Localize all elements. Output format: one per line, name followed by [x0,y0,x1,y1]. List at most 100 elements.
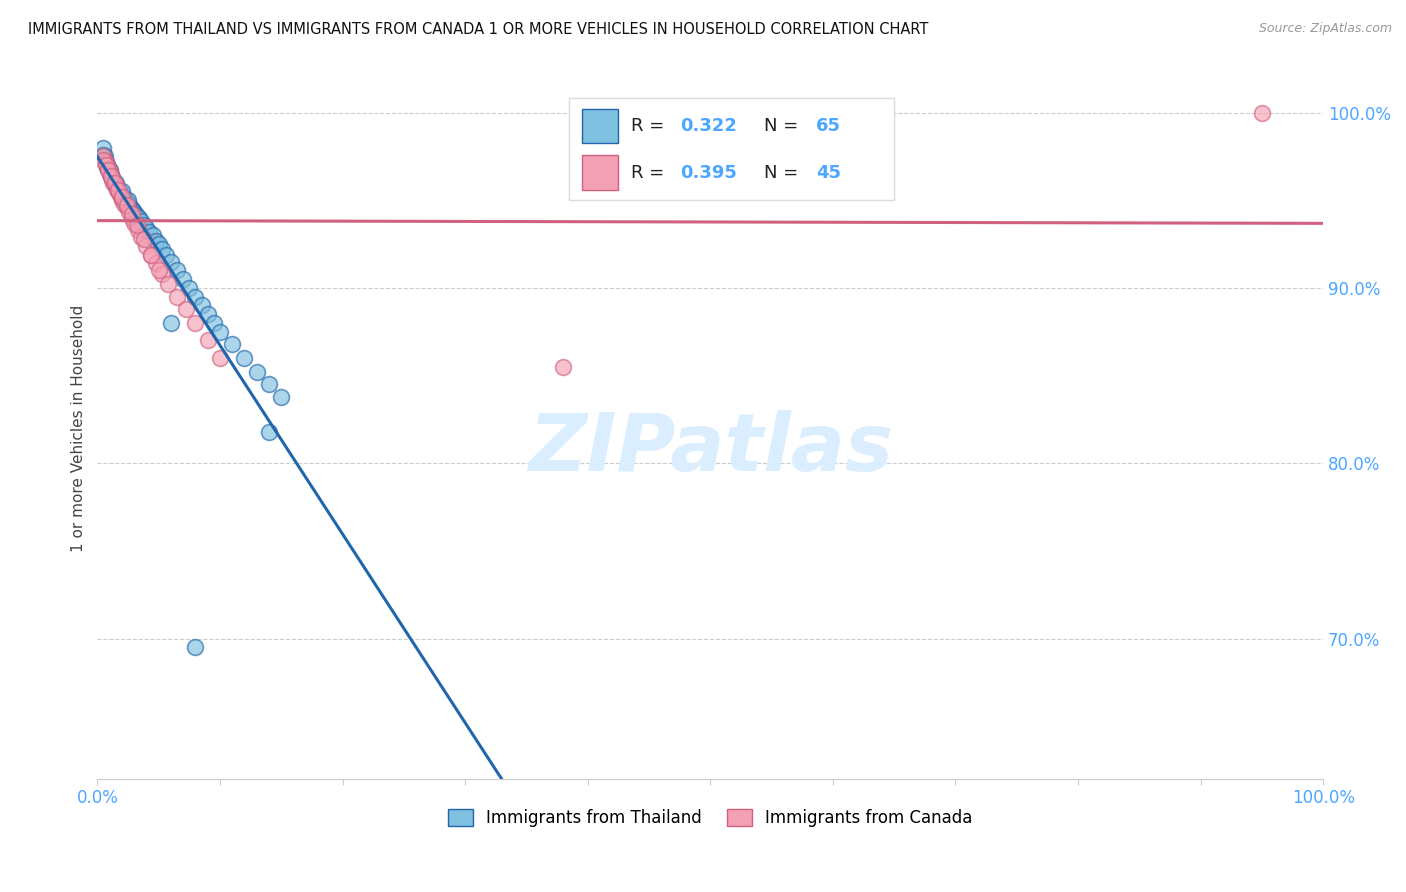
Point [107,183,129,197]
Point [179,281,201,295]
Point [131,230,153,244]
Point [101,172,124,186]
Y-axis label: 1 or more Vehicles in Household: 1 or more Vehicles in Household [72,304,86,552]
Point [117,193,139,207]
Point [121,207,143,221]
Point [197,334,219,348]
Point [93,153,115,167]
Point [118,198,141,212]
Point [111,185,134,199]
Point [125,218,148,232]
Point [111,193,134,207]
Point [100,169,122,183]
Point [96,160,118,174]
Point [115,198,138,212]
Point [132,232,155,246]
Point [103,176,125,190]
Point [112,196,135,211]
Point [114,193,136,207]
Point [108,185,131,199]
Point [233,351,256,365]
Point [111,190,134,204]
Point [166,263,188,277]
Point [110,190,132,204]
Point [131,214,153,228]
Point [101,172,124,186]
Point [120,200,142,214]
Point [100,169,122,183]
Point [108,186,131,201]
Point [122,203,145,218]
Point [101,170,124,185]
Point [135,239,157,253]
Point [148,237,170,252]
Point [93,147,115,161]
Point [97,161,120,176]
Point [221,337,243,351]
Point [103,176,125,190]
Point [98,163,121,178]
Point [124,207,146,221]
Point [97,161,120,176]
Point [93,149,115,163]
Point [166,290,188,304]
Point [150,242,173,256]
Point [111,188,134,202]
Point [107,183,129,197]
Point [1250,105,1272,120]
Point [103,174,125,188]
Point [190,298,212,312]
Point [141,247,163,261]
Point [125,209,148,223]
Point [174,301,197,316]
Point [246,365,269,379]
Point [104,176,127,190]
Point [110,186,132,201]
Point [553,359,575,374]
Point [184,316,207,330]
Point [128,211,150,225]
Point [96,158,118,172]
Point [104,179,127,194]
Point [115,194,138,209]
Point [202,316,225,330]
Point [270,390,292,404]
Point [184,290,207,304]
Point [94,154,117,169]
Point [208,351,231,365]
Point [145,256,167,270]
Point [105,183,128,197]
Point [94,154,117,169]
Point [93,149,115,163]
Point [94,158,117,172]
Point [112,190,135,204]
Point [160,316,183,330]
Point [132,218,155,232]
Point [145,234,167,248]
Point [208,325,231,339]
Point [148,263,170,277]
Point [122,216,145,230]
Point [117,196,139,211]
Text: ZIPatlas: ZIPatlas [527,410,893,488]
Point [160,254,183,268]
Point [97,163,120,178]
Point [100,169,122,183]
Point [122,205,145,219]
Point [98,167,121,181]
Text: IMMIGRANTS FROM THAILAND VS IMMIGRANTS FROM CANADA 1 OR MORE VEHICLES IN HOUSEHO: IMMIGRANTS FROM THAILAND VS IMMIGRANTS F… [28,22,928,37]
Point [93,153,115,167]
Point [112,191,135,205]
Legend: Immigrants from Thailand, Immigrants from Canada: Immigrants from Thailand, Immigrants fro… [441,802,980,834]
Point [155,247,177,261]
Point [172,272,194,286]
Point [98,165,121,179]
Point [93,140,115,154]
Point [141,247,163,261]
Point [121,202,143,216]
Point [197,307,219,321]
Point [96,158,118,172]
Point [104,179,127,194]
Point [141,228,163,243]
Point [150,267,173,281]
